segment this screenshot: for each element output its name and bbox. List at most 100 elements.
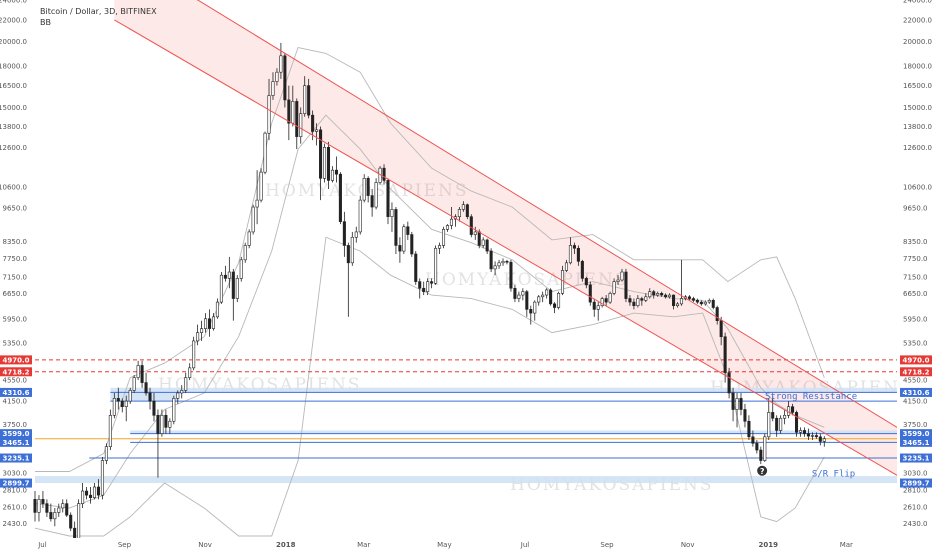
- price-label-box: [0, 429, 32, 439]
- candle-body: [608, 293, 612, 303]
- candle: [148, 387, 152, 410]
- sr-zone: [35, 476, 897, 484]
- candle: [743, 403, 747, 428]
- price-label-left: 4970.0: [0, 355, 32, 365]
- y-tick-label: 10600.0: [903, 183, 932, 191]
- annotation-label: Strong Resistance: [765, 392, 857, 402]
- annotation-label: S/R Flip: [812, 469, 855, 479]
- candle-body: [342, 221, 346, 246]
- candle-body: [711, 300, 715, 308]
- candle-body: [568, 245, 572, 264]
- candle-body: [441, 229, 446, 246]
- candle-body: [632, 301, 636, 306]
- candle: [88, 486, 93, 504]
- candle-body: [485, 239, 489, 252]
- candle-body: [580, 261, 584, 279]
- candle-body: [747, 420, 751, 438]
- candle-body: [362, 178, 366, 201]
- candle-body: [604, 298, 608, 303]
- candle-body: [334, 169, 338, 175]
- candle-body: [783, 415, 787, 419]
- y-tick-label: 9650.0: [3, 205, 28, 213]
- y-tick-label: 4550.0: [3, 377, 28, 385]
- y-tick-label: 7750.0: [903, 255, 928, 263]
- candle: [723, 332, 727, 383]
- candle: [346, 242, 350, 317]
- candle-body: [794, 412, 799, 433]
- candle: [739, 392, 743, 416]
- candle: [315, 123, 319, 146]
- question-marker-label: ?: [760, 467, 765, 476]
- candle: [100, 456, 104, 500]
- candle-body: [410, 234, 414, 255]
- price-label-right: 3599.0: [900, 429, 932, 439]
- y-tick-label: 7150.0: [3, 273, 28, 281]
- candle: [652, 289, 656, 299]
- candle-body: [553, 303, 557, 308]
- candle-body: [160, 415, 164, 434]
- candle: [334, 156, 338, 183]
- candle: [319, 126, 323, 201]
- candle: [648, 288, 652, 299]
- candle: [525, 289, 529, 317]
- candle-body: [354, 231, 358, 238]
- candle-body: [763, 436, 767, 461]
- candle-body: [822, 438, 826, 442]
- candle: [751, 430, 755, 447]
- candle: [204, 313, 208, 333]
- candle: [489, 248, 493, 273]
- candle: [632, 298, 636, 310]
- candle: [219, 272, 223, 304]
- candle-body: [422, 287, 426, 292]
- candle-body: [295, 101, 299, 137]
- y-tick-label: 5350.0: [3, 340, 28, 348]
- candle-body: [473, 231, 477, 235]
- y-tick-label: 2430.0: [3, 520, 28, 528]
- candle-body: [358, 199, 362, 233]
- candle: [557, 291, 561, 310]
- candle-body: [723, 336, 727, 373]
- candle-body: [644, 296, 648, 301]
- candle: [259, 168, 263, 203]
- candle: [116, 387, 120, 410]
- candle-body: [235, 278, 239, 299]
- x-axis-panel: [0, 538, 932, 550]
- candle-body: [509, 261, 513, 289]
- candle: [299, 107, 303, 144]
- candle: [719, 316, 723, 346]
- candle-body: [81, 490, 85, 504]
- candle-body: [719, 320, 723, 338]
- candle: [152, 392, 156, 422]
- candle: [493, 261, 497, 276]
- candle: [457, 207, 461, 222]
- candle-body: [148, 392, 152, 402]
- price-label-box: [900, 453, 932, 463]
- candle: [818, 433, 822, 446]
- price-label-text: 3599.0: [2, 430, 29, 438]
- candle: [235, 275, 239, 303]
- candle: [287, 85, 291, 141]
- candle: [394, 207, 398, 254]
- candle: [449, 207, 453, 230]
- candle-body: [624, 271, 628, 299]
- candle-body: [279, 55, 283, 73]
- candle-body: [592, 301, 596, 310]
- y-tick-label: 20000.0: [903, 38, 932, 46]
- candle: [414, 251, 418, 285]
- candle-body: [211, 316, 216, 329]
- candle: [271, 72, 275, 100]
- x-tick-label: Nov: [681, 541, 695, 549]
- candle-body: [243, 245, 247, 261]
- candle: [822, 436, 826, 447]
- y-tick-label: 16500.0: [903, 82, 932, 90]
- y-tick-label: 15000.0: [0, 104, 27, 112]
- candle-body: [65, 503, 69, 516]
- candle: [326, 141, 331, 189]
- candle-body: [85, 490, 89, 496]
- price-label-text: 4718.2: [902, 368, 929, 376]
- candle: [247, 229, 251, 249]
- candle-body: [517, 294, 521, 299]
- candle: [108, 409, 112, 451]
- candle: [390, 202, 394, 232]
- candle-body: [640, 298, 644, 301]
